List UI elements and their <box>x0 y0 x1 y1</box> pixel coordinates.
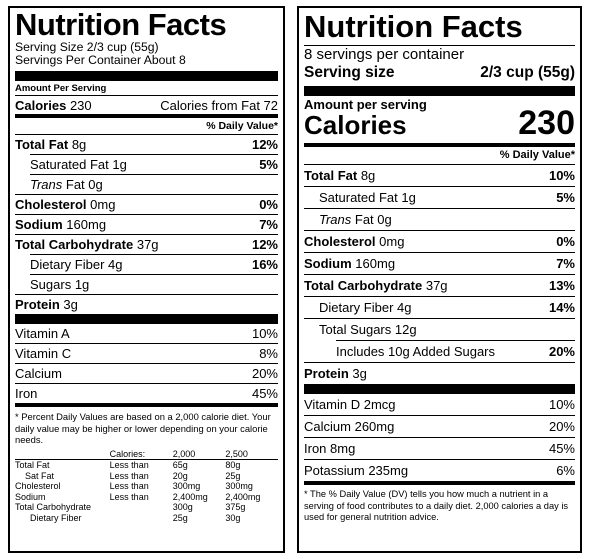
daily-value-header: % Daily Value* <box>499 149 575 161</box>
calories-value: 230 <box>69 97 92 113</box>
calories-label: Calories <box>15 97 67 113</box>
divider <box>15 114 278 118</box>
servings-per-container: 8 servings per container <box>304 46 465 63</box>
vitamin-row: Vitamin D 2mcg 10% <box>304 397 575 412</box>
vitamin-row: Vitamin C 8% <box>15 346 278 361</box>
servings-per-container: Servings Per Container About 8 <box>15 53 186 67</box>
footnote: * Percent Daily Values are based on a 2,… <box>15 411 271 445</box>
nutrient-row: Total Sugars 12g <box>319 322 417 337</box>
vitamin-row: Potassium 235mg 6% <box>304 463 575 478</box>
nutrient-row: Sodium 160mg 7% <box>15 217 278 232</box>
nutrient-row: Saturated Fat 1g 5% <box>30 157 278 172</box>
calories-row: Calories 230 <box>304 106 575 140</box>
nutrient-row: Total Fat 8g 10% <box>304 168 575 183</box>
nutrient-row: Total Carbohydrate 37g 12% <box>15 237 278 252</box>
calories-label: Calories <box>304 110 407 140</box>
serving-size-label: Serving size <box>304 63 395 81</box>
nutrient-row: Sugars 1g <box>30 277 90 292</box>
daily-value-table: Calories: 2,000 2,500 Total Fat Less than… <box>15 449 278 524</box>
vitamin-row: Iron 8mg 45% <box>304 441 575 456</box>
nutrient-row: Cholesterol 0mg 0% <box>15 197 278 212</box>
nutrient-row: Protein 3g <box>15 297 78 312</box>
old-nutrition-label: Nutrition Facts Serving Size 2/3 cup (55… <box>8 6 285 553</box>
nutrient-row: Dietary Fiber 4g 16% <box>30 257 278 272</box>
nutrient-row: Trans Fat 0g <box>319 212 392 227</box>
calories-row: Calories 230 Calories from Fat 72 <box>15 96 278 114</box>
label-title: Nutrition Facts <box>304 9 523 44</box>
vitamin-row: Calcium 260mg 20% <box>304 419 575 434</box>
calories-from-fat: Calories from Fat 72 <box>160 97 278 113</box>
nutrient-row: Saturated Fat 1g 5% <box>319 190 575 205</box>
nutrient-row: Trans Fat 0g <box>30 177 103 192</box>
vitamin-row: Vitamin A 10% <box>15 326 278 341</box>
serving-size: Serving Size 2/3 cup (55g) <box>15 40 159 54</box>
nutrient-row: Dietary Fiber 4g 14% <box>319 300 575 315</box>
nutrient-row: Protein 3g <box>304 366 367 381</box>
nutrient-row: Cholesterol 0mg 0% <box>304 234 575 249</box>
vitamin-row: Iron 45% <box>15 386 278 401</box>
serving-size-value: 2/3 cup (55g) <box>480 63 575 81</box>
nutrient-row: Includes 10g Added Sugars 20% <box>336 344 575 359</box>
new-nutrition-label: Nutrition Facts 8 servings per container… <box>297 6 582 553</box>
nutrient-row: Total Fat 8g 12% <box>15 137 278 152</box>
label-title: Nutrition Facts <box>15 7 227 42</box>
nutrient-row: Total Carbohydrate 37g 13% <box>304 278 575 293</box>
amount-per-serving: Amount Per Serving <box>15 83 107 94</box>
divider <box>15 71 278 81</box>
divider <box>15 95 278 96</box>
calories-value: 230 <box>518 104 575 142</box>
vitamin-row: Calcium 20% <box>15 366 278 381</box>
amount-per-serving: Amount per serving <box>304 97 427 112</box>
serving-size-row: Serving size 2/3 cup (55g) <box>304 63 575 82</box>
nutrient-row: Sodium 160mg 7% <box>304 256 575 271</box>
footnote: * The % Daily Value (DV) tells you how m… <box>304 489 569 522</box>
daily-value-header: % Daily Value* <box>206 120 278 132</box>
